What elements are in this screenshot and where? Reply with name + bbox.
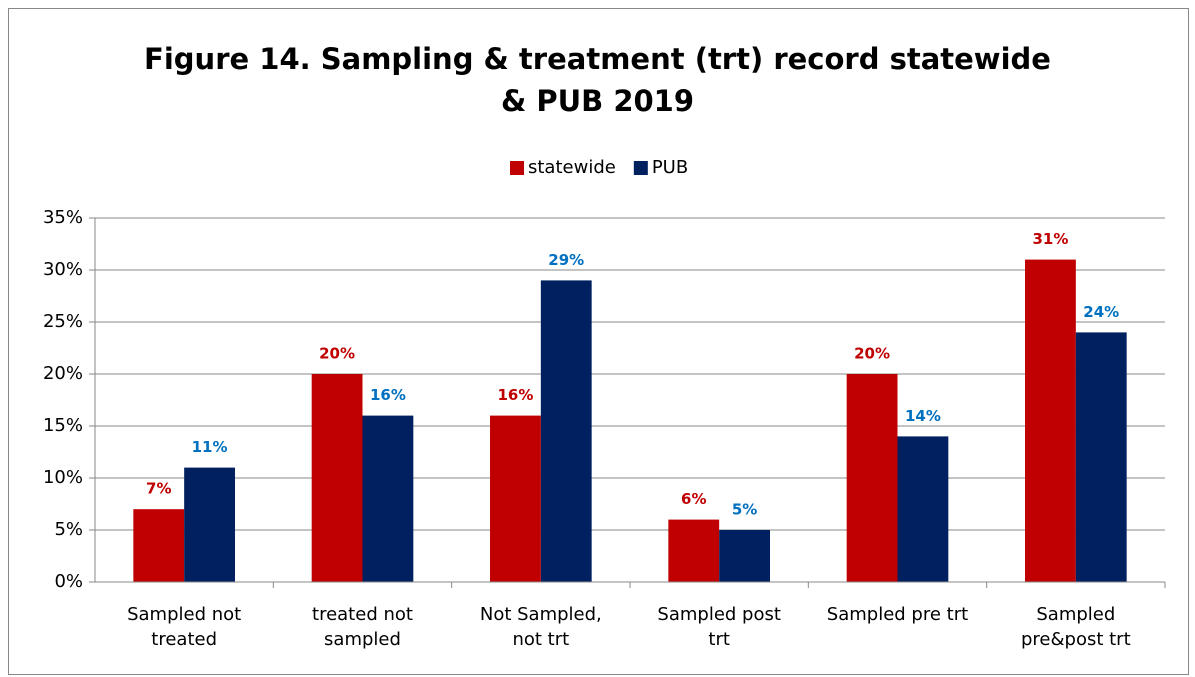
bar — [540, 280, 592, 582]
bar — [184, 467, 235, 582]
legend-label: PUB — [652, 157, 688, 178]
y-tick-label: 5% — [54, 519, 83, 540]
value-label: 31% — [1032, 230, 1068, 248]
value-label: 16% — [497, 386, 533, 404]
x-tick-label: Sampled not treated — [127, 604, 242, 650]
x-tick-label: treated not sampled — [312, 604, 413, 650]
bar — [490, 415, 541, 582]
bar — [897, 436, 949, 582]
bar — [668, 519, 720, 582]
value-label: 20% — [319, 345, 355, 363]
value-label: 5% — [732, 501, 757, 519]
legend-swatch — [510, 161, 524, 175]
y-tick-label: 20% — [43, 363, 83, 384]
bar — [1075, 332, 1127, 582]
value-label: 7% — [146, 480, 171, 498]
x-tick-label: Not Sampled, not trt — [479, 604, 602, 650]
value-label: 16% — [370, 386, 406, 404]
bar — [133, 509, 185, 582]
bar — [846, 374, 898, 582]
x-tick-label: Sampled pre trt — [826, 604, 969, 625]
legend-label: statewide — [528, 157, 616, 178]
value-label: 24% — [1083, 303, 1119, 321]
bar — [311, 374, 363, 582]
legend-swatch — [633, 161, 648, 175]
value-label: 20% — [854, 345, 890, 363]
value-label: 11% — [192, 438, 228, 456]
y-tick-label: 0% — [54, 571, 83, 592]
x-tick-label: Sampled post trt — [657, 604, 781, 650]
bar — [719, 530, 770, 582]
y-tick-label: 30% — [43, 259, 83, 280]
value-label: 14% — [905, 407, 941, 425]
bar — [1025, 259, 1076, 582]
x-tick-label: Sampled pre&post trt — [1020, 604, 1131, 650]
y-tick-label: 35% — [43, 207, 83, 228]
chart-title: Figure 14. Sampling & treatment (trt) re… — [144, 42, 1051, 118]
bar — [362, 415, 414, 582]
y-tick-label: 25% — [43, 311, 83, 332]
y-tick-label: 10% — [43, 467, 83, 488]
y-tick-label: 15% — [43, 415, 83, 436]
value-label: 6% — [681, 490, 706, 508]
value-label: 29% — [548, 251, 584, 269]
